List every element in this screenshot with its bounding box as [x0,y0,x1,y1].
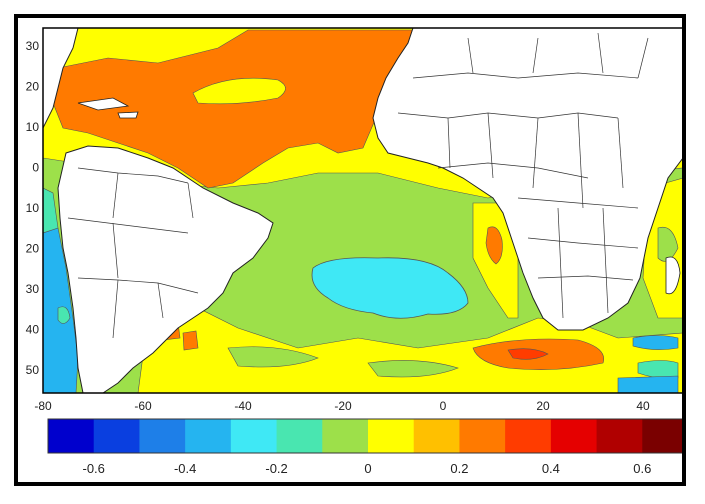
colorbar-swatch [368,419,415,453]
map-figure: 30 20 10 0 10 20 30 40 50 -80 -60 -40 -20 0 20 40 -0.6… [14,14,686,486]
colorbar-swatch [596,419,643,453]
colorbar-swatch [642,419,682,453]
longitude-tick-label: -40 [234,399,252,413]
colorbar-tick-label: -0.4 [174,461,196,476]
land-central-america [43,28,79,129]
longitude-tick-label: 40 [636,399,650,413]
field-teal-patch [57,306,71,324]
colorbar-swatch [185,419,232,453]
land-caribbean-island [117,111,139,119]
country-borders-sa [67,167,199,339]
colorbar-swatch [459,419,506,453]
longitude-tick-label: 20 [536,399,550,413]
latitude-tick-label: 40 [26,323,40,337]
sst-anomaly-map: 30 20 10 0 10 20 30 40 50 -80 -60 -40 -20 0 20 40 -0.6… [26,27,682,476]
field-orange-patch [182,330,199,351]
colorbar-swatch [322,419,369,453]
colorbar-swatch [413,419,460,453]
field-orange-angola-core [485,226,503,265]
field-orange-north [52,29,419,189]
field-yellow-south [137,307,682,393]
longitude-tick-label: 0 [440,399,447,413]
field-green-east [657,226,679,262]
field-teal-west [43,187,59,234]
latitude-tick-label: 20 [26,80,40,94]
colorbar-swatch [505,419,552,453]
colorbar-border [47,418,682,454]
latitude-tick-label: 30 [26,39,40,53]
field-cyan-central [311,257,469,319]
colorbar [47,418,682,454]
colorbar-swatch [139,419,186,453]
colorbar-swatch [48,419,95,453]
field-green-patch [367,360,459,378]
latitude-tick-label: 0 [32,161,39,175]
longitude-labels: -80 -60 -40 -20 0 20 40 [34,399,650,413]
latitude-tick-label: 10 [26,201,40,215]
colorbar-swatch [550,419,598,453]
colorbar-swatch [230,419,278,453]
colorbar-tick-label: 0 [364,461,371,476]
latitude-tick-label: 10 [26,120,40,134]
colorbar-tick-label: -0.6 [83,461,105,476]
field-layer [43,28,682,393]
colorbar-swatch [93,419,140,453]
land-south-america [57,145,274,393]
longitude-tick-label: -60 [134,399,152,413]
field-red-south [507,348,549,360]
longitude-tick-label: -20 [334,399,352,413]
land-caribbean-island [77,97,130,111]
longitude-tick-label: -80 [34,399,52,413]
field-lightblue-east [632,335,679,350]
field-lightblue-east-low [617,375,679,393]
latitude-tick-label: 20 [26,242,40,256]
map-border [42,27,682,394]
land-island-east [665,256,681,295]
colorbar-labels: -0.6 -0.4 -0.2 0 0.2 0.4 0.6 [83,461,652,476]
country-borders [397,32,649,319]
latitude-tick-label: 30 [26,282,40,296]
field-green-patch [227,346,319,368]
latitude-tick-label: 50 [26,363,40,377]
colorbar-tick-label: 0.2 [450,461,468,476]
colorbar-tick-label: 0.4 [542,461,560,476]
colorbar-tick-label: 0.6 [633,461,651,476]
field-yellow-blob [192,77,286,105]
latitude-labels: 30 20 10 0 10 20 30 40 50 [26,39,40,377]
colorbar-swatch [276,419,323,453]
land-africa [372,28,682,331]
colorbar-tick-label: -0.2 [265,461,287,476]
